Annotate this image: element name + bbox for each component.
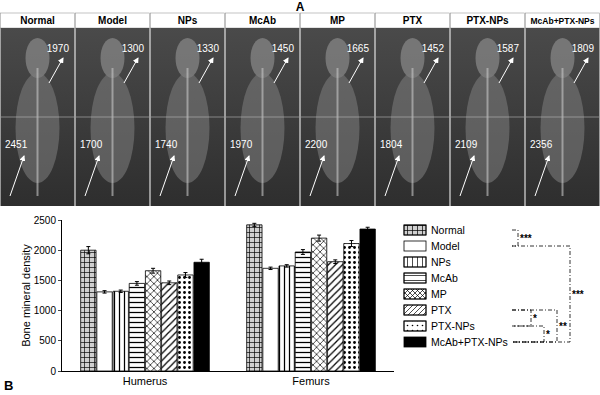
- svg-text:500: 500: [39, 335, 56, 346]
- svg-text:1740: 1740: [155, 139, 178, 150]
- svg-text:2500: 2500: [34, 215, 57, 226]
- svg-text:*: *: [533, 313, 537, 324]
- svg-text:*: *: [546, 329, 550, 340]
- svg-text:2000: 2000: [34, 245, 57, 256]
- svg-text:PTX-NPs: PTX-NPs: [431, 320, 475, 332]
- svg-text:1970: 1970: [47, 43, 70, 54]
- svg-text:PTX: PTX: [403, 15, 423, 26]
- svg-text:1452: 1452: [422, 43, 445, 54]
- svg-text:PTX-NPs: PTX-NPs: [466, 15, 509, 26]
- svg-text:1300: 1300: [122, 43, 145, 54]
- svg-text:McAb+PTX-NPs: McAb+PTX-NPs: [431, 336, 508, 348]
- svg-text:0: 0: [50, 366, 56, 377]
- svg-text:1587: 1587: [497, 43, 520, 54]
- svg-text:McAb+PTX-NPs: McAb+PTX-NPs: [531, 16, 595, 26]
- svg-text:2356: 2356: [530, 139, 553, 150]
- svg-text:2200: 2200: [305, 139, 328, 150]
- svg-text:Model: Model: [98, 15, 127, 26]
- svg-text:Humerus: Humerus: [123, 375, 168, 387]
- svg-text:2451: 2451: [5, 139, 28, 150]
- svg-text:1450: 1450: [272, 43, 295, 54]
- svg-text:1809: 1809: [572, 43, 595, 54]
- svg-text:1500: 1500: [34, 275, 57, 286]
- svg-text:PTX: PTX: [431, 304, 451, 316]
- svg-text:Femurs: Femurs: [292, 375, 330, 387]
- svg-text:1804: 1804: [380, 139, 403, 150]
- html-text:B: B: [4, 378, 14, 393]
- svg-text:1330: 1330: [197, 43, 220, 54]
- svg-text:1970: 1970: [230, 139, 253, 150]
- svg-text:Normal: Normal: [431, 224, 465, 236]
- svg-text:2109: 2109: [455, 139, 478, 150]
- svg-text:NPs: NPs: [178, 15, 198, 26]
- svg-text:Bone mineral density: Bone mineral density: [20, 244, 32, 347]
- svg-text:McAb: McAb: [431, 272, 458, 284]
- svg-text:MP: MP: [431, 288, 447, 300]
- svg-text:1000: 1000: [34, 305, 57, 316]
- svg-text:Model: Model: [431, 240, 460, 252]
- svg-text:A: A: [296, 0, 305, 14]
- svg-text:McAb: McAb: [249, 15, 276, 26]
- svg-text:***: ***: [572, 289, 584, 300]
- svg-text:1665: 1665: [347, 43, 370, 54]
- svg-text:NPs: NPs: [431, 256, 451, 268]
- svg-text:***: ***: [520, 233, 532, 244]
- svg-text:Normal: Normal: [20, 15, 55, 26]
- svg-text:MP: MP: [330, 15, 345, 26]
- svg-text:1700: 1700: [80, 139, 103, 150]
- svg-text:**: **: [559, 321, 567, 332]
